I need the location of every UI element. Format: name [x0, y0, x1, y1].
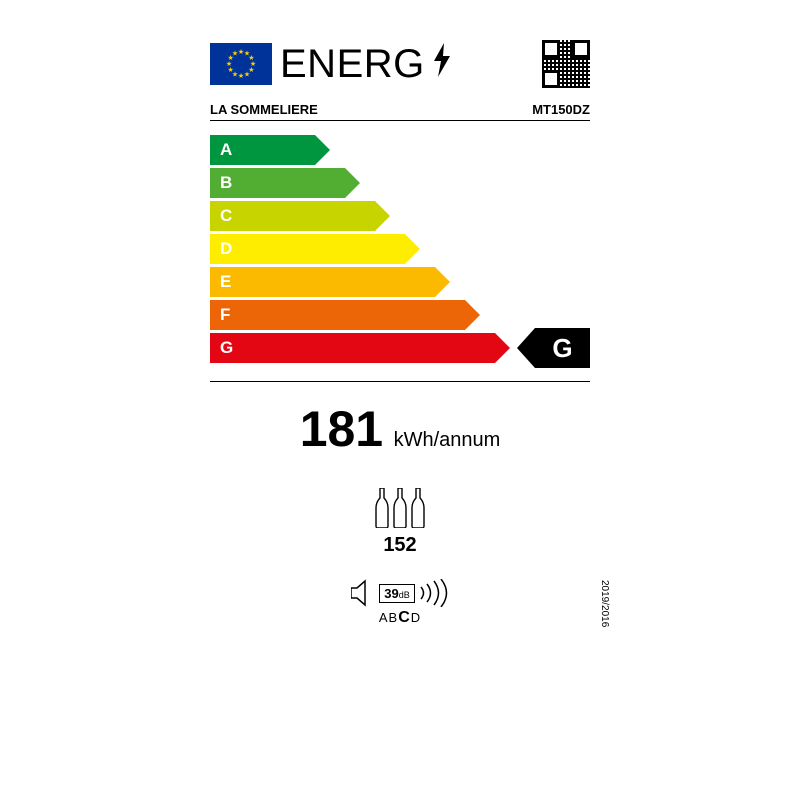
consumption-value: 181 — [300, 400, 383, 458]
qr-code-icon — [542, 40, 590, 88]
noise-unit: dB — [399, 590, 410, 600]
capacity-value: 152 — [210, 534, 590, 557]
consumption: 181 kWh/annum — [210, 400, 590, 458]
efficiency-class-f: F — [210, 300, 590, 330]
noise-class-letter: D — [411, 610, 421, 625]
brand-name: LA SOMMELIERE — [210, 102, 318, 117]
noise-class-scale: ABCD — [379, 609, 421, 627]
bottles-icon — [210, 488, 590, 528]
class-letter: B — [210, 168, 345, 198]
noise-value: 39 — [384, 586, 398, 601]
bottle-icon — [392, 488, 408, 528]
class-letter: A — [210, 135, 315, 165]
speaker-icon — [351, 579, 375, 607]
lightning-icon — [431, 43, 453, 85]
rating-letter: G — [535, 328, 590, 368]
noise-class-letter: A — [379, 610, 389, 625]
sound-waves-icon — [419, 579, 449, 607]
efficiency-class-a: A — [210, 135, 590, 165]
energy-label: ★★★★★★★★★★★★ ENERG LA SOMMELIERE MT150DZ… — [210, 40, 590, 627]
class-letter: G — [210, 333, 495, 363]
model-number: MT150DZ — [532, 102, 590, 117]
noise-class-letter: B — [389, 610, 399, 625]
consumption-unit: kWh/annum — [394, 429, 501, 452]
noise-section: 39dB ABCD — [210, 579, 590, 627]
header: ★★★★★★★★★★★★ ENERG — [210, 40, 590, 88]
class-letter: C — [210, 201, 375, 231]
eu-flag-icon: ★★★★★★★★★★★★ — [210, 43, 272, 85]
bottom-section: 152 39dB ABCD — [210, 488, 590, 627]
efficiency-class-b: B — [210, 168, 590, 198]
product-row: LA SOMMELIERE MT150DZ — [210, 102, 590, 121]
class-letter: F — [210, 300, 465, 330]
bottle-icon — [410, 488, 426, 528]
rating-indicator: G — [517, 328, 590, 368]
class-letter: E — [210, 267, 435, 297]
noise-class-letter: C — [398, 609, 411, 626]
divider — [210, 381, 590, 382]
efficiency-class-d: D — [210, 234, 590, 264]
regulation-number: 2019/2016 — [599, 580, 610, 627]
energy-title: ENERG — [280, 42, 425, 87]
class-letter: D — [210, 234, 405, 264]
noise-value-box: 39dB — [379, 584, 414, 603]
efficiency-scale: ABCDEFGG — [210, 135, 590, 363]
efficiency-class-c: C — [210, 201, 590, 231]
efficiency-class-g: GG — [210, 333, 590, 363]
bottle-icon — [374, 488, 390, 528]
efficiency-class-e: E — [210, 267, 590, 297]
